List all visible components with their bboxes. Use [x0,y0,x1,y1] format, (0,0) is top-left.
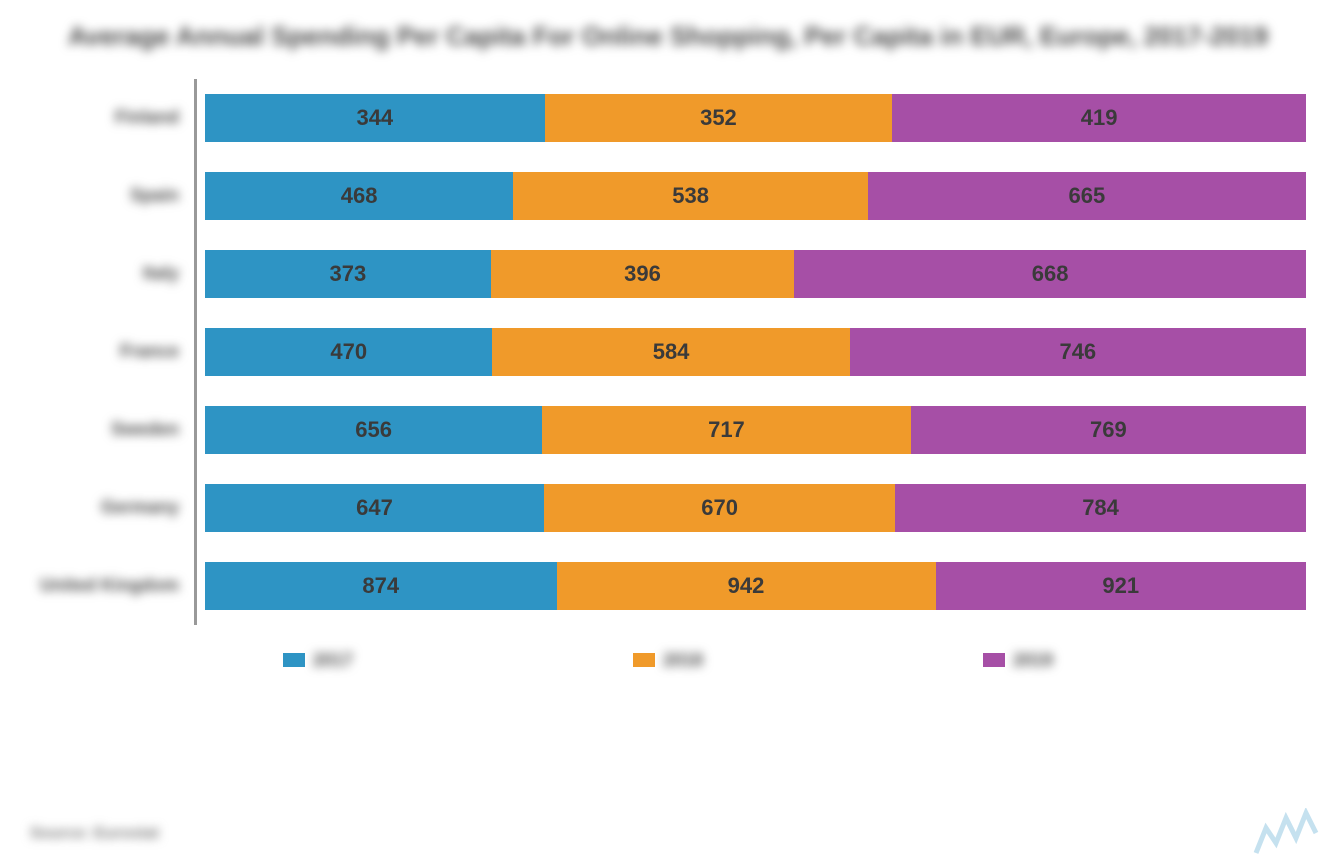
bar-segment: 717 [542,406,911,454]
bar-segment: 396 [491,250,794,298]
bar-segment: 670 [544,484,895,532]
bar-segment: 344 [205,94,545,142]
legend-item: 2017 [283,650,353,671]
bar-segment: 419 [892,94,1306,142]
bar-group: 373396668 [205,250,1306,298]
bar-row: 647670784 [205,469,1306,547]
bar-segment: 373 [205,250,491,298]
legend-label: 2018 [663,650,703,671]
legend-swatch [633,653,655,667]
bar-segment: 584 [492,328,849,376]
bar-row: 470584746 [205,313,1306,391]
bar-row: 373396668 [205,235,1306,313]
bar-row: 656717769 [205,391,1306,469]
legend-swatch [983,653,1005,667]
bar-segment: 921 [936,562,1306,610]
bar-segment: 656 [205,406,542,454]
y-label: Sweden [40,391,179,469]
bar-row: 344352419 [205,79,1306,157]
bar-group: 656717769 [205,406,1306,454]
chart-title: Average Annual Spending Per Capita For O… [30,20,1306,54]
legend-label: 2017 [313,650,353,671]
y-label: France [40,313,179,391]
source-attribution: Source: Eurostat [30,825,159,843]
legend: 2017 2018 2019 [30,650,1306,671]
bar-group: 470584746 [205,328,1306,376]
bar-group: 344352419 [205,94,1306,142]
chart-area: FinlandSpainItalyFranceSwedenGermanyUnit… [40,79,1306,625]
bar-group: 468538665 [205,172,1306,220]
y-label: Finland [40,79,179,157]
watermark-logo [1251,808,1321,858]
bar-segment: 538 [513,172,867,220]
y-label: United Kingdom [40,547,179,625]
legend-label: 2019 [1013,650,1053,671]
bar-segment: 942 [557,562,936,610]
y-label: Spain [40,157,179,235]
bar-segment: 352 [545,94,893,142]
bar-segment: 874 [205,562,557,610]
bar-group: 647670784 [205,484,1306,532]
bar-segment: 468 [205,172,513,220]
bar-segment: 668 [794,250,1306,298]
bar-row: 468538665 [205,157,1306,235]
bar-segment: 746 [850,328,1306,376]
legend-item: 2018 [633,650,703,671]
bar-row: 874942921 [205,547,1306,625]
bar-segment: 769 [911,406,1306,454]
bar-segment: 784 [895,484,1306,532]
bar-segment: 665 [868,172,1306,220]
y-label: Italy [40,235,179,313]
bars-container: 3443524194685386653733966684705847466567… [194,79,1306,625]
y-label: Germany [40,469,179,547]
bar-segment: 470 [205,328,492,376]
bar-segment: 647 [205,484,544,532]
legend-item: 2019 [983,650,1053,671]
bar-group: 874942921 [205,562,1306,610]
y-axis-labels: FinlandSpainItalyFranceSwedenGermanyUnit… [40,79,194,625]
legend-swatch [283,653,305,667]
